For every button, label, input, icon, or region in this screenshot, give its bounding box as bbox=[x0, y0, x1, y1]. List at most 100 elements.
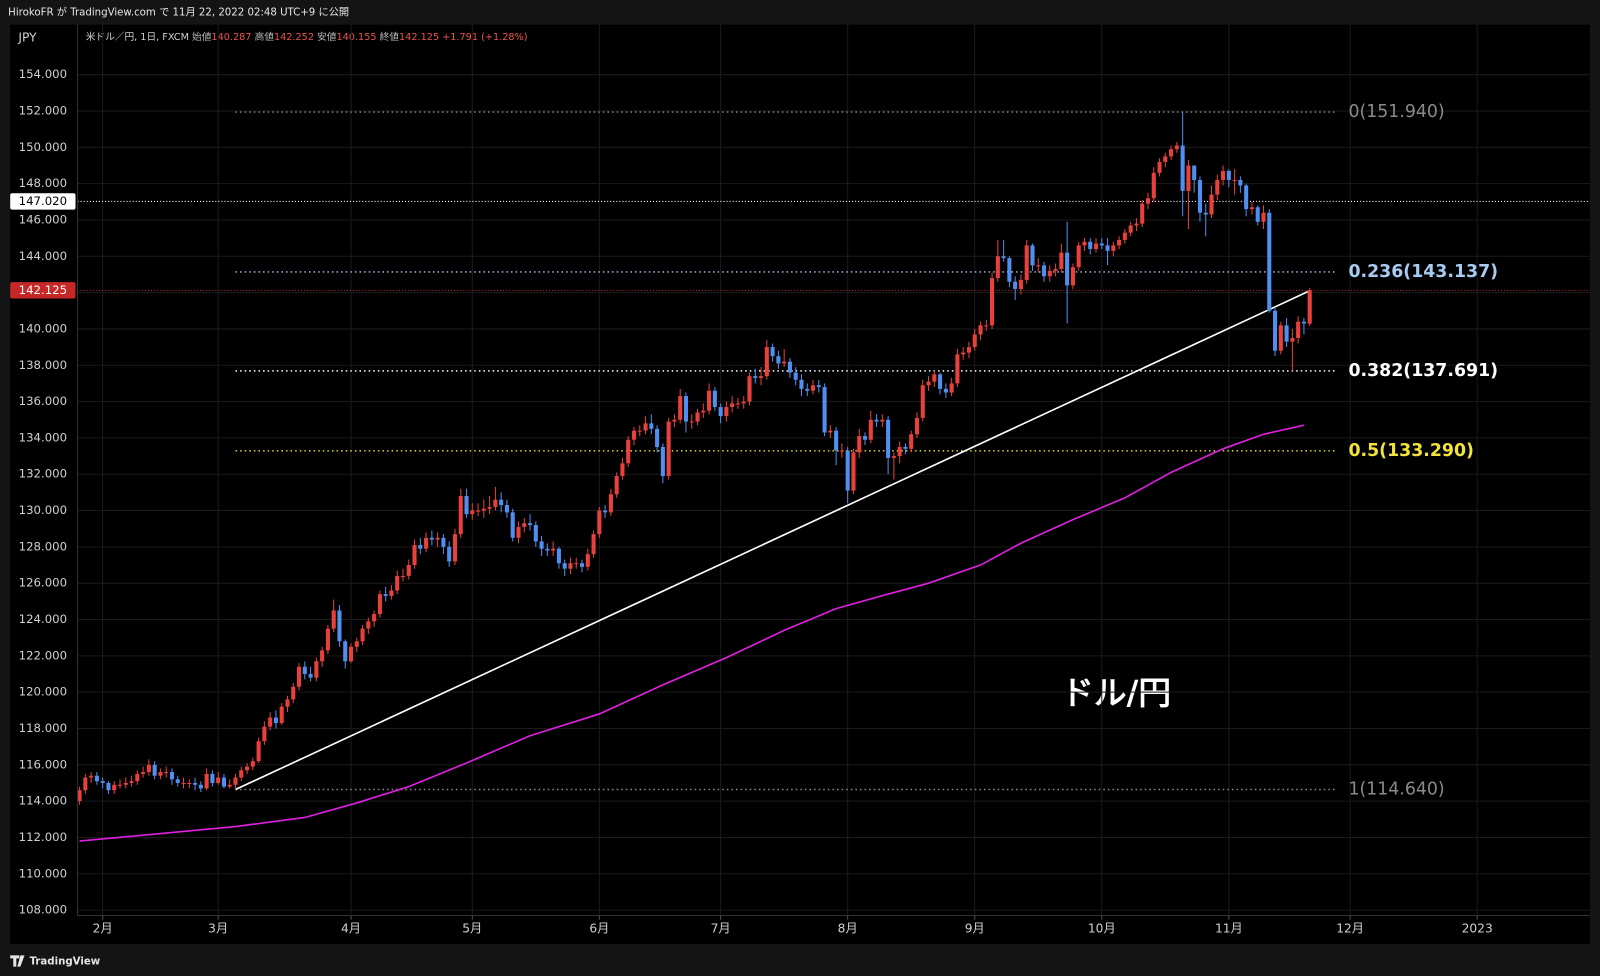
candle-body bbox=[516, 526, 521, 538]
candle-body bbox=[152, 764, 157, 776]
candle-body bbox=[296, 666, 302, 687]
candle-body bbox=[834, 430, 839, 451]
candle-body bbox=[233, 777, 238, 785]
candle-body bbox=[966, 347, 971, 353]
x-tick-label: 8月 bbox=[838, 921, 858, 935]
candle-body bbox=[730, 403, 735, 408]
candle-body bbox=[1180, 145, 1185, 191]
candle-body bbox=[759, 376, 764, 378]
candle-body bbox=[637, 430, 642, 432]
candle-body bbox=[1221, 170, 1226, 181]
candle-body bbox=[383, 594, 388, 596]
candle-body bbox=[447, 546, 452, 562]
candle-body bbox=[897, 446, 902, 457]
x-tick-label: 9月 bbox=[965, 921, 985, 935]
candle-body bbox=[770, 347, 775, 357]
candle-body bbox=[972, 334, 977, 348]
candle-body bbox=[1093, 243, 1099, 250]
crosshair-line-label: 147.020 bbox=[19, 194, 67, 208]
candle-body bbox=[955, 354, 960, 384]
candle-body bbox=[372, 614, 377, 622]
candle-body bbox=[256, 741, 261, 762]
x-tick-label: 3月 bbox=[208, 921, 228, 935]
candle-body bbox=[164, 772, 169, 774]
y-tick-label: 132.000 bbox=[19, 467, 67, 481]
candle-body bbox=[1163, 156, 1168, 162]
candle-body bbox=[389, 590, 394, 596]
legend-title: 米ドル／円, 1日, FXCM bbox=[86, 30, 189, 43]
candle-body bbox=[1209, 194, 1214, 215]
candle-body bbox=[614, 476, 619, 495]
candle-body bbox=[822, 387, 827, 433]
candle-body bbox=[1001, 256, 1006, 259]
candle-body bbox=[984, 325, 989, 327]
y-tick-label: 146.000 bbox=[19, 212, 67, 226]
candle-body bbox=[418, 545, 423, 549]
candle-body bbox=[701, 410, 706, 413]
candle-body bbox=[1307, 290, 1312, 324]
candle-body bbox=[591, 534, 596, 555]
candle-body bbox=[1128, 225, 1133, 233]
candle-body bbox=[106, 782, 111, 791]
candle-body bbox=[239, 770, 244, 778]
candle-body bbox=[533, 525, 538, 542]
candle-body bbox=[117, 784, 123, 786]
y-tick-label: 136.000 bbox=[19, 394, 67, 408]
candle-body bbox=[689, 421, 694, 423]
candle-body bbox=[510, 512, 515, 538]
candle-body bbox=[828, 430, 833, 433]
candle-body bbox=[1140, 203, 1145, 224]
candle-body bbox=[476, 510, 481, 512]
fib-label: 0.236(143.137) bbox=[1348, 262, 1498, 282]
candle-body bbox=[914, 417, 920, 435]
candle-body bbox=[1278, 325, 1283, 351]
candle-body bbox=[920, 385, 925, 418]
candle-body bbox=[331, 610, 336, 629]
candle-body bbox=[216, 777, 221, 783]
chart-panel bbox=[10, 24, 1590, 945]
candle-body bbox=[193, 782, 198, 785]
candle-body bbox=[1174, 145, 1179, 150]
candle-body bbox=[221, 777, 226, 787]
candle-body bbox=[735, 403, 740, 405]
candle-body bbox=[1030, 245, 1035, 266]
candle-body bbox=[83, 777, 88, 791]
legend-value: 140.287 bbox=[211, 32, 251, 43]
candle-body bbox=[539, 541, 544, 549]
fib-label: 0.5(133.290) bbox=[1348, 441, 1473, 461]
header: HirokoFR が TradingView.com で 11月 22, 202… bbox=[8, 5, 349, 18]
candle-body bbox=[499, 499, 504, 506]
candle-body bbox=[926, 381, 931, 386]
candle-body bbox=[932, 374, 937, 382]
x-tick-label: 6月 bbox=[589, 921, 609, 935]
legend-label: 始値 bbox=[192, 30, 212, 43]
candle-body bbox=[504, 505, 509, 513]
candle-body bbox=[227, 784, 232, 787]
candle-body bbox=[741, 401, 746, 404]
candle-body bbox=[1053, 269, 1058, 271]
candle-body bbox=[325, 628, 330, 651]
candle-body bbox=[441, 537, 446, 547]
candle-body bbox=[1036, 265, 1041, 267]
candle-body bbox=[1192, 165, 1197, 181]
candle-body bbox=[747, 376, 752, 402]
candle-body bbox=[337, 610, 342, 642]
footer: TradingView bbox=[30, 956, 101, 967]
y-tick-label: 116.000 bbox=[19, 757, 67, 771]
candle-body bbox=[302, 666, 307, 675]
candle-body bbox=[279, 706, 284, 724]
candle-body bbox=[250, 761, 255, 767]
candle-body bbox=[579, 563, 585, 567]
candle-body bbox=[273, 717, 278, 724]
candle-body bbox=[1088, 241, 1093, 250]
candle-body bbox=[481, 508, 486, 511]
candle-body bbox=[348, 646, 354, 662]
candle-body bbox=[175, 779, 180, 783]
y-tick-label: 118.000 bbox=[19, 721, 67, 735]
candle-body bbox=[262, 726, 267, 742]
y-tick-label: 124.000 bbox=[19, 612, 67, 626]
candle-body bbox=[395, 575, 400, 591]
candle-body bbox=[776, 356, 781, 364]
candle-body bbox=[291, 686, 296, 700]
